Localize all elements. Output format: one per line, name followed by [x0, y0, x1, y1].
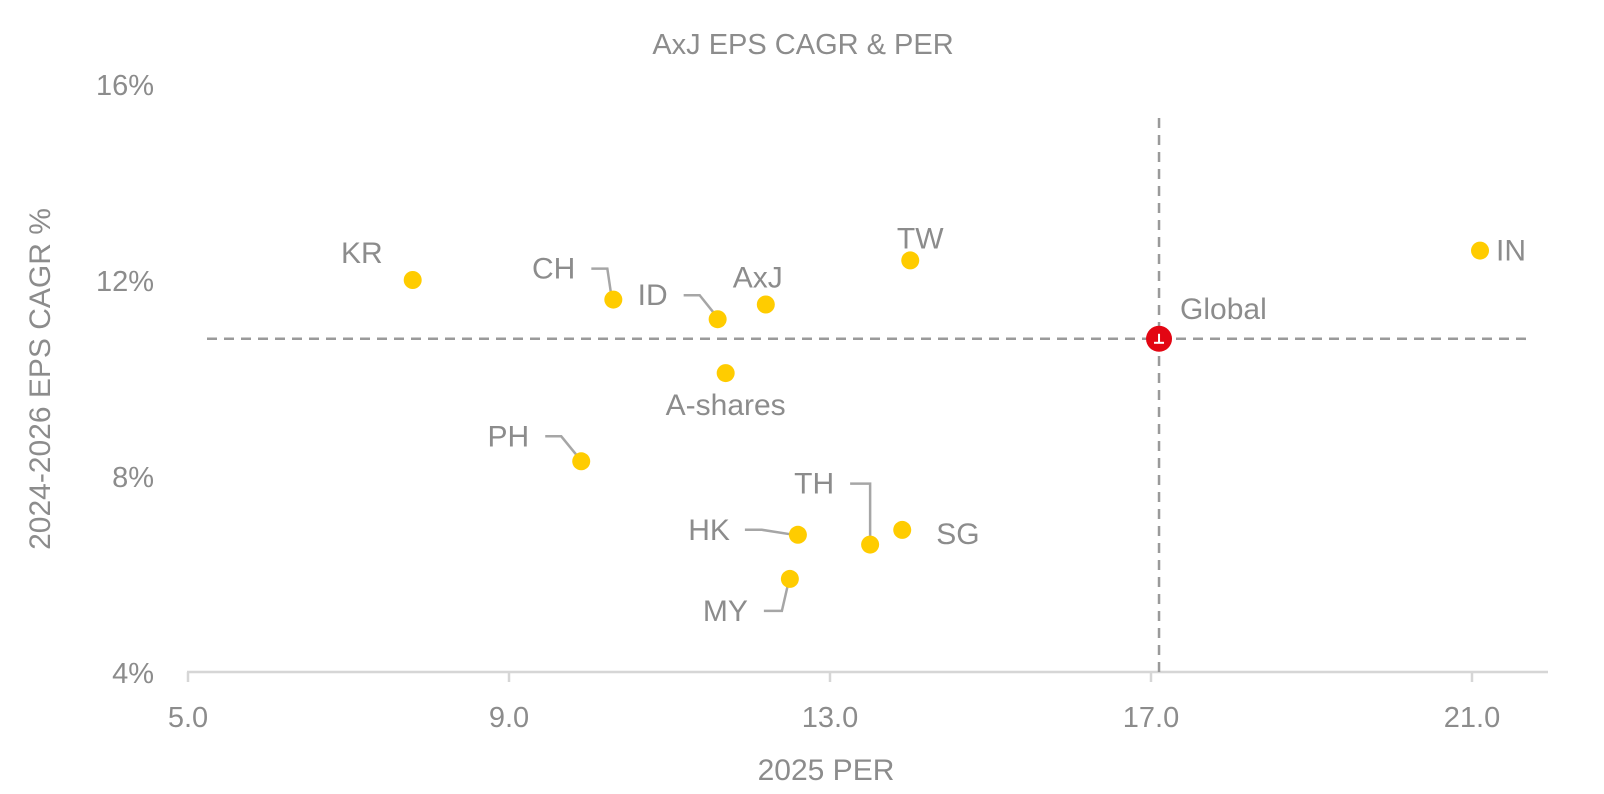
point-label: MY — [703, 595, 748, 628]
leader-line — [763, 584, 790, 613]
point-label: A-shares — [666, 389, 786, 422]
y-tick-label: 8% — [112, 462, 154, 494]
point-label: HK — [688, 514, 730, 547]
x-tick-label: 9.0 — [489, 702, 529, 734]
point-label: IN — [1496, 235, 1526, 268]
data-point — [780, 569, 799, 588]
chart-title: AxJ EPS CAGR & PER — [652, 29, 953, 61]
data-point — [788, 525, 807, 544]
point-label: SG — [936, 518, 979, 551]
data-point — [708, 310, 727, 329]
point-label: KR — [341, 237, 383, 270]
data-point — [1471, 241, 1490, 260]
x-axis-title: 2025 PER — [758, 754, 895, 787]
leader-line — [744, 528, 795, 537]
global-reference-lines — [207, 118, 1528, 672]
x-tick-label: 21.0 — [1444, 702, 1500, 734]
leader-line — [850, 482, 872, 542]
y-tick-label: 4% — [112, 658, 154, 690]
leader-line — [591, 267, 613, 296]
data-point — [716, 364, 735, 383]
x-tick-label: 13.0 — [802, 702, 858, 734]
data-point — [901, 251, 920, 270]
leader-line — [545, 435, 581, 460]
global-label: Global — [1180, 293, 1267, 326]
data-point — [403, 271, 422, 289]
label-leader-lines — [545, 267, 872, 613]
x-tick-label: 17.0 — [1123, 702, 1179, 734]
point-label: TH — [794, 468, 834, 501]
point-label: TW — [897, 222, 944, 255]
y-tick-label: 12% — [96, 266, 154, 298]
data-point — [572, 452, 591, 471]
point-label: AxJ — [733, 262, 783, 295]
point-label: CH — [532, 253, 575, 286]
point-label: PH — [488, 420, 530, 453]
data-point — [756, 295, 775, 314]
x-axis-ticks: 5.0 9.0 13.0 17.0 21.0 — [168, 672, 1500, 734]
leader-line — [683, 293, 717, 316]
data-point — [861, 535, 880, 554]
x-tick-label: 5.0 — [168, 702, 208, 734]
y-axis-ticks: 4% 8% 12% 16% — [96, 70, 154, 690]
data-point — [893, 520, 912, 539]
y-axis-title: 2024-2026 EPS CAGR % — [24, 208, 57, 550]
point-labels: KR CH ID AxJ TW IN A-shares PH TH SG HK MY Global — [341, 222, 1526, 628]
data-point — [604, 290, 623, 309]
data-points — [403, 241, 1490, 588]
point-label: ID — [638, 279, 668, 312]
y-tick-label: 16% — [96, 70, 154, 102]
